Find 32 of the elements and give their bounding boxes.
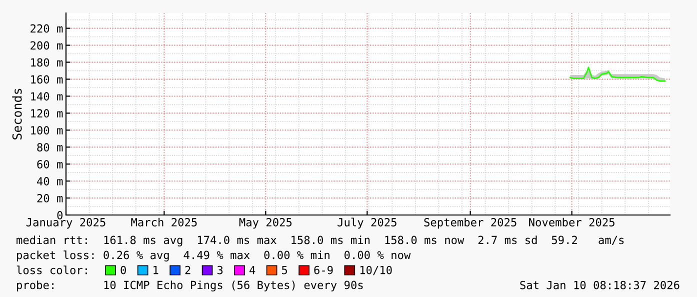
y-tick-label: 40 m: [37, 177, 63, 186]
x-tick-label: September 2025: [424, 218, 516, 229]
legend-label: 10/10: [360, 266, 392, 276]
text: probe: 10 ICMP Echo Pings (56 Bytes) every 90s: [17, 280, 363, 292]
text: Sat Jan 10 08:18:37 2026: [520, 280, 680, 290]
y-tick-label: 120 m: [31, 109, 63, 118]
y-tick-label: 60 m: [37, 160, 63, 168]
legend-label: 1: [154, 266, 158, 274]
y-tick-label: 80 m: [37, 143, 63, 152]
legend-title: loss color:: [16, 266, 87, 274]
legend-label: 2: [185, 266, 190, 274]
y-tick-label: 100 m: [31, 126, 63, 135]
y-tick-label: 20 m: [37, 194, 63, 202]
y-tick-label: 140 m: [31, 92, 63, 101]
x-tick-label: November 2025: [529, 218, 614, 226]
text: median rtt: 161.8 ms avg 174.0 ms max 158.0 ms min 158.0 ms now 2.7 ms sd 59.2 am/s: [16, 236, 624, 246]
legend-label: 3: [217, 266, 223, 274]
y-axis-title: Seconds: [12, 88, 22, 140]
legend-label: 6-9: [314, 266, 333, 274]
legend-label: 4: [250, 266, 256, 274]
x-tick-label: March 2025: [131, 218, 197, 226]
legend-label: 0: [120, 266, 126, 274]
legend-label: 5: [282, 266, 288, 274]
y-tick-label: 220 m: [30, 24, 63, 33]
y-tick-label: 200 m: [30, 41, 63, 50]
text: packet loss: 0.26 % avg 4.49 % max 0.00 % min 0.00 % now: [17, 250, 411, 262]
x-tick-label: July 2025: [338, 218, 396, 229]
x-tick-label: January 2025: [26, 218, 106, 229]
x-tick-label: May 2025: [239, 218, 292, 229]
y-tick-label: 160 m: [31, 75, 63, 84]
y-tick-label: 0: [57, 211, 62, 220]
y-tick-label: 180 m: [31, 58, 63, 67]
